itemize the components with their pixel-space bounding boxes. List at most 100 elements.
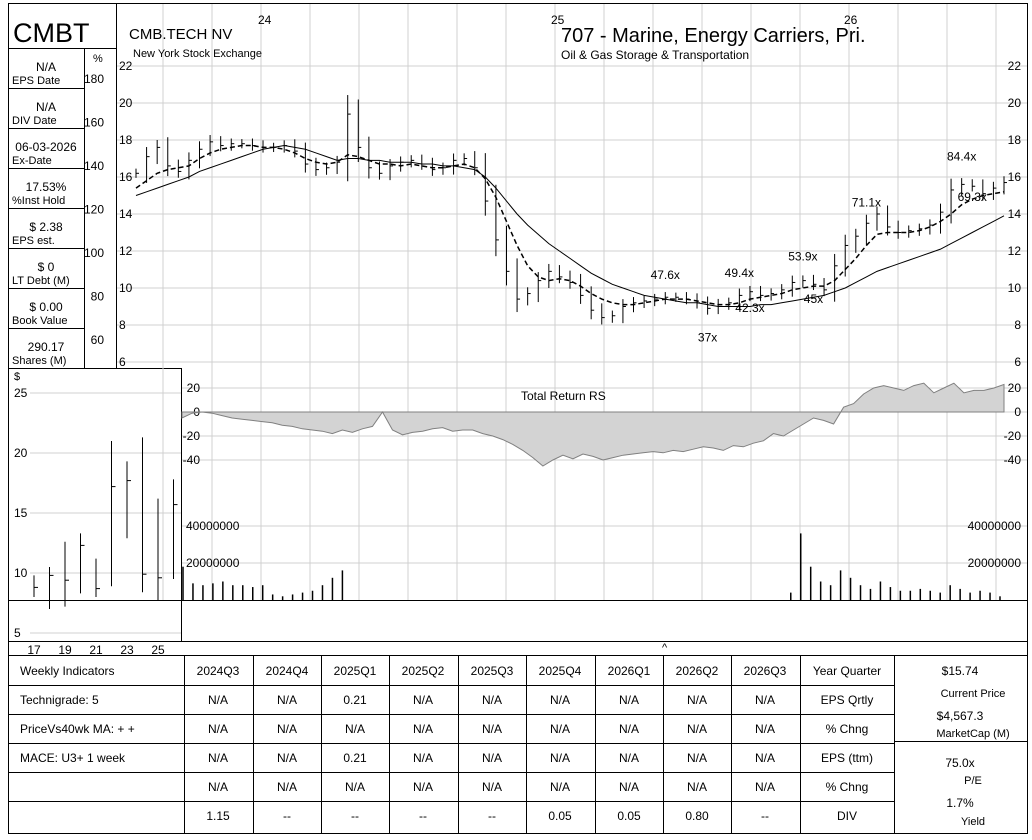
stat-label: Shares (M) — [12, 355, 66, 367]
table-cell: N/A — [208, 693, 228, 707]
table-col-header: 2026Q2 — [676, 664, 719, 678]
table-cell: 0.80 — [685, 809, 709, 823]
row-label: % Chng — [826, 780, 869, 794]
row-label: DIV — [837, 809, 857, 823]
table-cell: N/A — [413, 780, 433, 794]
table-cell: N/A — [208, 722, 228, 736]
price-tick-right: 14 — [1008, 207, 1022, 221]
inset-currency: $ — [14, 371, 20, 383]
stat-label: %Inst Hold — [12, 195, 65, 207]
table-col-header: 2025Q1 — [334, 664, 377, 678]
stat-label: Ex-Date — [12, 155, 52, 167]
price-tick-right: 20 — [1008, 96, 1022, 110]
caret-marker: ^ — [662, 642, 668, 654]
table-cell: N/A — [482, 751, 502, 765]
table-col-header: 2026Q1 — [608, 664, 651, 678]
inset-x-tick: 17 — [27, 643, 41, 657]
table-cell: 0.21 — [343, 693, 367, 707]
rs-axis: 202000-20-20-40-40 — [183, 381, 1022, 467]
industry-group: 707 - Marine, Energy Carriers, Pri. — [561, 25, 866, 47]
price-tick-right: 8 — [1014, 318, 1021, 332]
pct-tick: 160 — [84, 116, 104, 130]
summary-label: Yield — [961, 816, 985, 828]
rs-tick-right: -40 — [1004, 453, 1022, 467]
table-cell: N/A — [550, 693, 570, 707]
table-cell: N/A — [687, 751, 707, 765]
table-cell: 1.15 — [206, 809, 230, 823]
stat-box — [8, 328, 85, 369]
price-axis: 22 22 20 20 18 18 16 16 14 14 12 12 10 10 8 8 6 6 — [119, 59, 1021, 369]
year-label-25: 25 — [551, 13, 565, 27]
table-cell: 0.05 — [548, 809, 572, 823]
price-tick-left: 20 — [119, 96, 133, 110]
volume-axis: 40000000 40000000 20000000 20000000 — [186, 519, 1021, 570]
price-tick-right: 10 — [1008, 281, 1022, 295]
table-cell: N/A — [482, 693, 502, 707]
inset-x-tick: 25 — [151, 643, 165, 657]
table-cell: 0.21 — [343, 751, 367, 765]
price-bars — [135, 95, 1007, 325]
table-cell: -- — [488, 809, 496, 823]
summary-value: 75.0x — [945, 756, 974, 770]
price-tick-left: 10 — [119, 281, 133, 295]
exchange-name: New York Stock Exchange — [133, 48, 262, 60]
pe-annotation: 45x — [804, 292, 823, 306]
table-cell: N/A — [208, 780, 228, 794]
rs-tick-right: 0 — [1014, 405, 1021, 419]
table-cell: N/A — [277, 722, 297, 736]
stat-value: $ 2.38 — [29, 220, 63, 234]
table-cell: N/A — [208, 751, 228, 765]
company-name: CMB.TECH NV — [129, 26, 232, 43]
price-tick-right: 12 — [1008, 244, 1022, 258]
summary-label: Current Price — [941, 688, 1006, 700]
rs-tick-left: -40 — [183, 453, 201, 467]
volume-bars — [182, 533, 1001, 600]
outer-frame — [8, 3, 1028, 834]
stat-value: N/A — [36, 60, 56, 74]
price-tick-left: 16 — [119, 170, 133, 184]
summary-value: $4,567.3 — [937, 709, 984, 723]
stat-value: 17.53% — [26, 180, 67, 194]
pe-annotation: 84.4x — [947, 149, 976, 163]
summary-label: P/E — [964, 775, 982, 787]
stat-label: Book Value — [12, 315, 67, 327]
table-cell: N/A — [755, 751, 775, 765]
summary-value: 1.7% — [946, 796, 974, 810]
pct-axis: 180 160 140 120 100 80 60 — [84, 72, 104, 347]
inset-y-tick: 10 — [14, 566, 28, 580]
table-cell: N/A — [687, 693, 707, 707]
inset-y-tick: 5 — [14, 626, 21, 640]
stat-value: $ 0.00 — [29, 300, 63, 314]
summary-label: MarketCap (M) — [936, 728, 1009, 740]
price-tick-left: 14 — [119, 207, 133, 221]
pe-annotation: 42.3x — [735, 301, 764, 315]
row-label: % Chng — [826, 722, 869, 736]
price-tick-left: 22 — [119, 59, 133, 73]
ma-40-week-line — [135, 145, 1005, 307]
table-col-header: 2024Q3 — [197, 664, 240, 678]
pct-tick: 180 — [84, 72, 104, 86]
indicator-table: 2024Q3 2024Q4 2025Q1 2025Q2 2025Q3 2025Q4 2026… — [8, 656, 1028, 833]
inset-x-tick: 19 — [58, 643, 72, 657]
row-label: EPS Qrtly — [821, 693, 874, 707]
table-col-header: 2025Q4 — [539, 664, 582, 678]
rs-tick-right: -20 — [1004, 429, 1022, 443]
table-cell: N/A — [550, 751, 570, 765]
row-label: EPS (ttm) — [821, 751, 873, 765]
stat-value: 06-03-2026 — [15, 140, 77, 154]
rs-tick-right: 20 — [1008, 381, 1022, 395]
pe-annotation: 49.4x — [725, 266, 754, 280]
inset-x-tick: 21 — [89, 643, 103, 657]
indicator-label: Weekly Indicators — [20, 664, 114, 678]
pe-annotations: 84.4x 71.1x 69.3x 53.9x 49.4x 47.6x 45x 42.3x 37… — [651, 149, 987, 344]
stat-label: EPS est. — [12, 235, 55, 247]
price-tick-right: 22 — [1008, 59, 1022, 73]
vol-tick-left: 20000000 — [186, 556, 240, 570]
table-cell: N/A — [755, 693, 775, 707]
table-cell: N/A — [619, 722, 639, 736]
inset-y-tick: 25 — [14, 386, 28, 400]
pct-tick: 140 — [84, 159, 104, 173]
price-tick-left: 6 — [119, 355, 126, 369]
